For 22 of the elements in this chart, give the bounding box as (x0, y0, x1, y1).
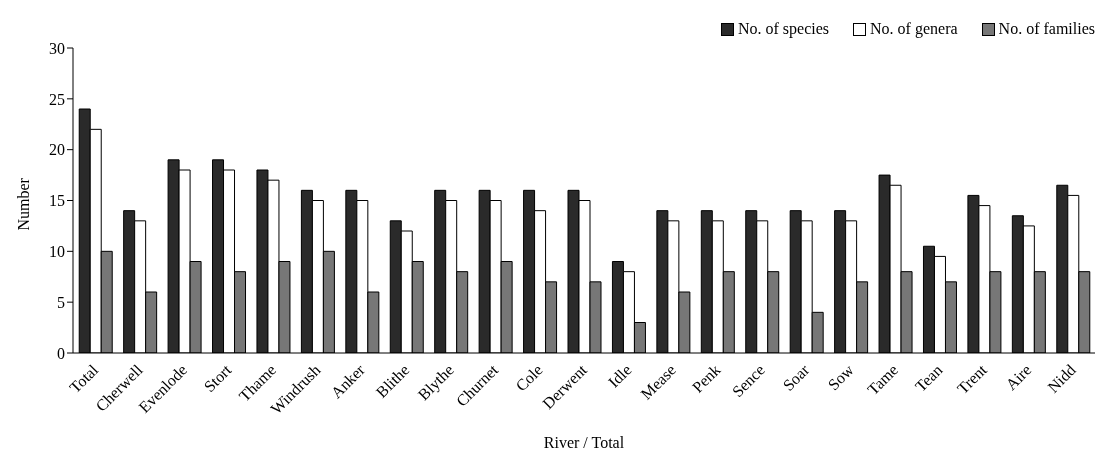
x-tick-label: Aire (1002, 361, 1035, 394)
x-tick-label: Stort (200, 360, 236, 396)
y-tick-label: 20 (49, 141, 65, 159)
x-tick-label: Sow (824, 360, 858, 394)
x-tick-label: Idle (604, 361, 635, 391)
legend-label: No. of genera (870, 20, 958, 38)
y-tick-label: 30 (49, 39, 65, 57)
y-tick-label: 15 (49, 192, 65, 210)
y-axis-title: Number (14, 177, 32, 231)
x-axis-title: River / Total (543, 434, 625, 451)
legend-label: No. of species (737, 20, 830, 38)
x-tick-label: Tean (911, 361, 946, 395)
y-tick-label: 25 (49, 90, 65, 108)
x-tick-label: Tame (864, 361, 902, 399)
x-tick-label: Penk (688, 361, 724, 396)
y-tick-label: 5 (57, 293, 65, 311)
y-tick-label: 10 (49, 243, 65, 261)
x-tick-label: Trent (953, 360, 991, 398)
x-tick-label: Soar (779, 360, 813, 394)
y-tick-label: 0 (57, 344, 65, 362)
x-tick-label: Cole (512, 361, 546, 395)
legend-label: No. of families (998, 20, 1095, 38)
